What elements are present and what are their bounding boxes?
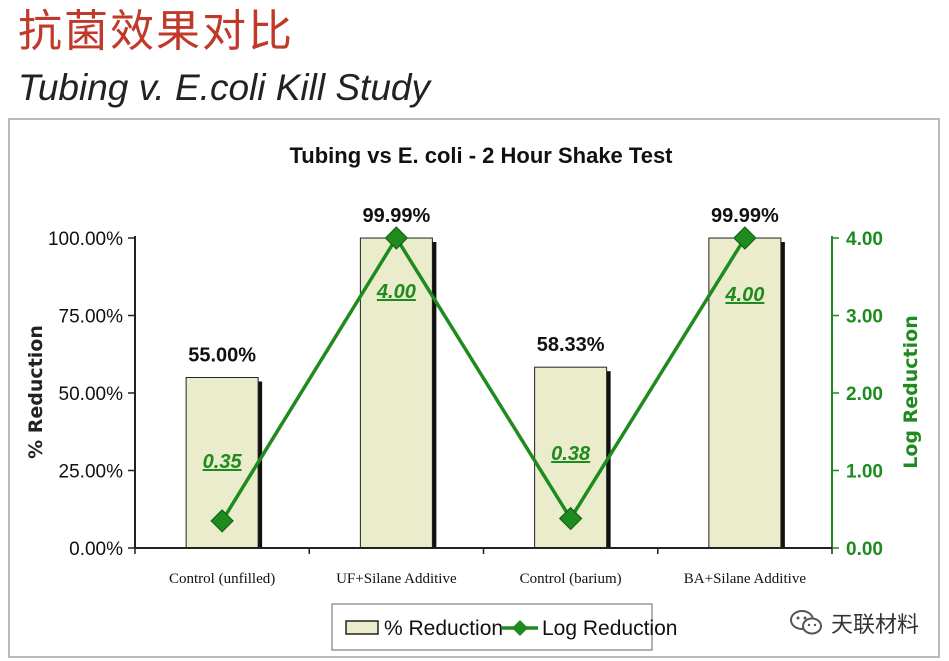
- log-reduction-point: [558, 506, 583, 531]
- x-tick-label: Control (unfilled): [169, 571, 275, 587]
- legend-line-marker: [512, 620, 528, 636]
- y2-tick-label: 0.00: [846, 539, 883, 560]
- wechat-icon: [789, 610, 822, 635]
- watermark: 天联材料: [782, 605, 925, 641]
- y2-axis-label: Log Reduction: [900, 315, 922, 468]
- y-tick-label: 25.00%: [59, 462, 124, 483]
- x-tick-label: Control (barium): [520, 571, 622, 587]
- bar: [708, 237, 782, 549]
- slide-heading-english: Tubing v. E.coli Kill Study: [18, 67, 430, 108]
- y2-tick-label: 3.00: [846, 307, 883, 328]
- watermark-text: 天联材料: [830, 613, 919, 638]
- bar-data-label: 99.99%: [362, 205, 430, 227]
- y-tick-label: 100.00%: [48, 229, 123, 250]
- chart-title: Tubing vs E. coli - 2 Hour Shake Test: [289, 143, 673, 168]
- y-tick-label: 50.00%: [59, 384, 124, 405]
- x-tick-label: UF+Silane Additive: [336, 571, 457, 587]
- y2-tick-label: 4.00: [846, 229, 883, 250]
- line-data-label: 0.38: [551, 443, 591, 465]
- line-data-label: 4.00: [724, 284, 764, 306]
- legend-line-label: Log Reduction: [542, 617, 677, 640]
- log-reduction-point: [384, 226, 409, 250]
- line-data-label: 0.35: [203, 451, 243, 473]
- legend-bar-swatch: [345, 620, 379, 635]
- bar-data-label: 99.99%: [711, 205, 779, 227]
- legend-box: [331, 603, 653, 651]
- y-tick-label: 75.00%: [59, 307, 124, 328]
- log-reduction-line: [220, 234, 747, 522]
- slide-heading-chinese: 抗菌效果对比: [18, 6, 294, 57]
- legend-bar-label: % Reduction: [384, 617, 503, 640]
- log-reduction-point: [210, 509, 234, 533]
- line-data-label: 4.00: [376, 281, 416, 303]
- bar-data-label: 55.00%: [188, 345, 256, 367]
- chart-legend: % Reduction Log Reduction: [331, 603, 677, 651]
- y2-tick-label: 2.00: [846, 384, 883, 405]
- y-axis-label: % Reduction: [25, 325, 47, 459]
- log-reduction-point: [733, 226, 757, 250]
- y2-tick-label: 1.00: [846, 462, 883, 483]
- x-tick-label: BA+Silane Additive: [684, 571, 807, 587]
- bar-data-label: 58.33%: [537, 334, 605, 356]
- y-tick-label: 0.00%: [69, 539, 123, 560]
